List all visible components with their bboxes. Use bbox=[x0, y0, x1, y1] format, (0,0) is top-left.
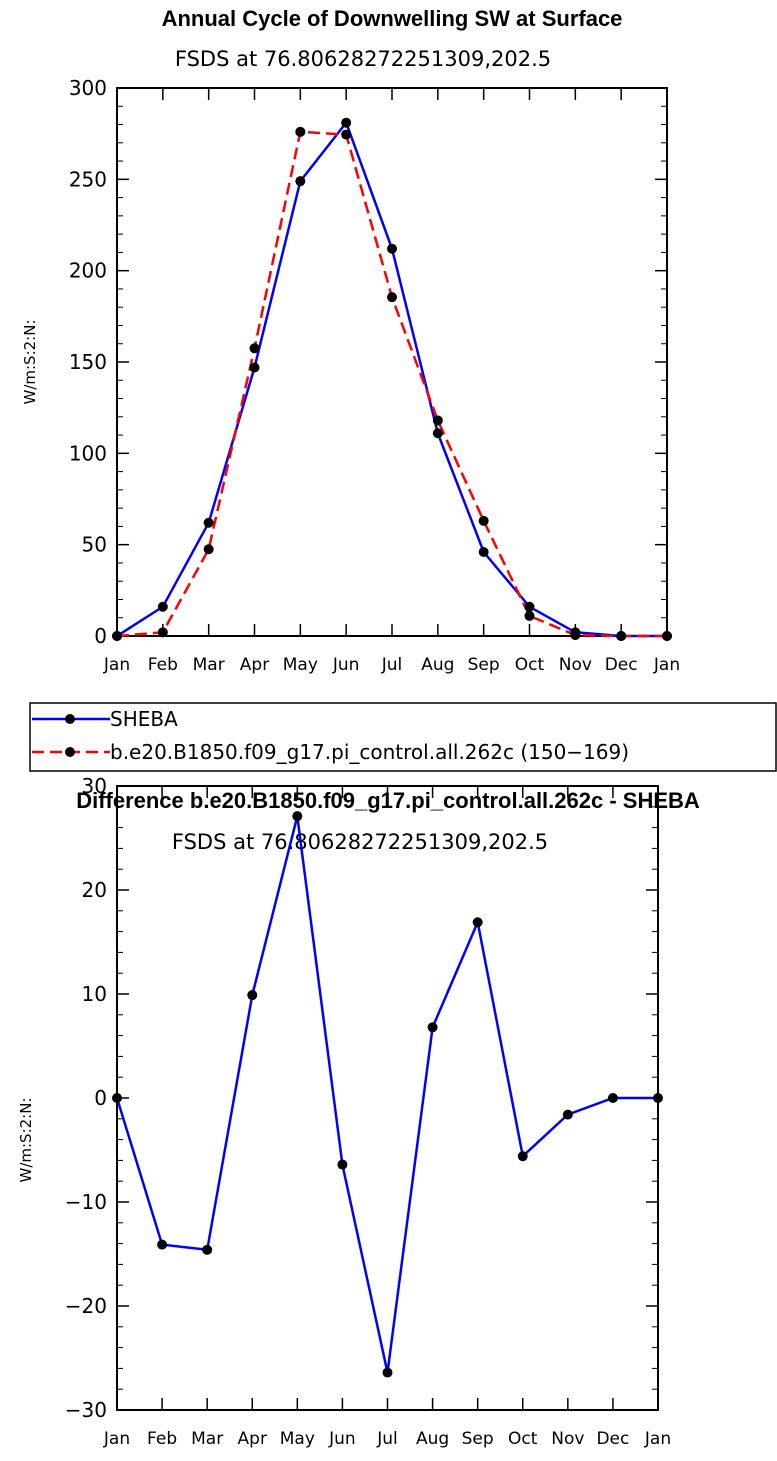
series-1-point bbox=[387, 292, 397, 303]
difference-chart: Difference b.e20.B1850.f09_g17.pi_contro… bbox=[17, 774, 700, 1449]
series-0-point bbox=[157, 601, 168, 612]
y-tick-label: −30 bbox=[65, 1398, 107, 1422]
x-tick-label: Aug bbox=[421, 655, 454, 675]
difference-ylabel: W/m:S:2:N: bbox=[17, 1098, 35, 1183]
series-1-point bbox=[570, 630, 581, 641]
x-tick-label: Jun bbox=[332, 655, 360, 675]
series-0-point bbox=[478, 546, 489, 557]
y-tick-label: 20 bbox=[82, 878, 107, 902]
x-tick-label: Mar bbox=[191, 1429, 223, 1449]
y-tick-label: 150 bbox=[69, 350, 107, 374]
series-line-1 bbox=[116, 130, 667, 638]
series-0-point bbox=[382, 1367, 393, 1378]
series-0-point bbox=[247, 990, 258, 1001]
series-0-point bbox=[202, 1244, 213, 1255]
legend: SHEBA b.e20.B1850.f09_g17.pi_control.all… bbox=[29, 702, 777, 772]
y-tick-label: 200 bbox=[69, 259, 107, 283]
x-tick-label: Aug bbox=[416, 1429, 449, 1449]
x-tick-label: Nov bbox=[551, 1429, 584, 1449]
series-0-point bbox=[432, 428, 443, 439]
x-tick-label: Jan bbox=[103, 655, 130, 675]
y-tick-label: 0 bbox=[94, 624, 107, 648]
series-0-point bbox=[157, 1239, 168, 1250]
annual-cycle-chart: Annual Cycle of Downwelling SW at Surfac… bbox=[21, 6, 680, 675]
series-0-point bbox=[472, 917, 483, 928]
series-1-point bbox=[112, 631, 122, 641]
y-tick-label: 300 bbox=[69, 76, 107, 100]
series-0-point bbox=[341, 117, 352, 128]
y-tick-label: −10 bbox=[65, 1190, 107, 1214]
y-tick-label: 50 bbox=[82, 533, 107, 557]
x-tick-label: Mar bbox=[193, 655, 225, 675]
difference-plot: −30 −20 −10 0 10 20 30 Jan Feb Mar Apr May Jun Jul Aug… bbox=[65, 774, 671, 1449]
series-1-point bbox=[432, 415, 443, 426]
x-tick-label: Jan bbox=[644, 1429, 671, 1449]
x-tick-label: Sep bbox=[462, 1429, 494, 1449]
series-1-point bbox=[662, 631, 672, 641]
x-tick-label: Jan bbox=[653, 655, 680, 675]
series-0-point bbox=[292, 811, 303, 822]
x-tick-label: Dec bbox=[605, 655, 638, 675]
series-0-point bbox=[203, 517, 214, 528]
legend-entry-model: b.e20.B1850.f09_g17.pi_control.all.262c … bbox=[32, 740, 629, 764]
annual-cycle-subtitle: FSDS at 76.80628272251309,202.5 bbox=[175, 47, 551, 71]
series-0-point bbox=[295, 176, 306, 187]
legend-label-sheba: SHEBA bbox=[110, 707, 178, 731]
series-line-0 bbox=[116, 120, 667, 638]
series-1-point bbox=[157, 627, 168, 638]
x-tick-label: May bbox=[280, 1429, 315, 1449]
x-tick-label: Apr bbox=[238, 1429, 267, 1449]
series-0-point bbox=[249, 362, 260, 373]
series-0-point bbox=[427, 1022, 438, 1033]
annual-cycle-plot: 0 50 100 150 200 250 300 Jan Feb Mar Apr May Jun Jul A… bbox=[69, 76, 680, 675]
y-tick-label: 30 bbox=[82, 774, 107, 798]
series-0-point bbox=[517, 1151, 528, 1162]
series-0-point bbox=[387, 243, 397, 254]
series-0-point bbox=[112, 1093, 122, 1103]
plot-frame bbox=[116, 785, 659, 1411]
y-tick-label: 10 bbox=[82, 982, 107, 1006]
x-tick-label: Feb bbox=[148, 655, 178, 675]
series-0-point bbox=[562, 1109, 573, 1120]
series-1-point bbox=[341, 129, 352, 140]
series-1-point bbox=[524, 610, 535, 621]
series-0-point bbox=[524, 601, 535, 612]
x-tick-label: Oct bbox=[515, 655, 545, 675]
y-tick-label: −20 bbox=[65, 1294, 107, 1318]
x-tick-label: Sep bbox=[468, 655, 500, 675]
x-tick-label: Jun bbox=[328, 1429, 356, 1449]
series-1-point bbox=[249, 343, 260, 354]
annual-cycle-title: Annual Cycle of Downwelling SW at Surfac… bbox=[162, 6, 623, 31]
x-tick-label: Jul bbox=[376, 1429, 398, 1449]
plot-frame bbox=[116, 87, 668, 637]
series-1-point bbox=[295, 126, 306, 137]
y-tick-label: 250 bbox=[69, 167, 107, 191]
legend-box bbox=[29, 702, 777, 772]
x-tick-label: Jan bbox=[103, 1429, 130, 1449]
series-0-point bbox=[607, 1093, 618, 1103]
x-tick-label: Feb bbox=[147, 1429, 177, 1449]
x-tick-label: May bbox=[283, 655, 318, 675]
series-1-point bbox=[478, 515, 489, 526]
series-1-point bbox=[203, 544, 214, 555]
y-tick-label: 0 bbox=[94, 1086, 107, 1110]
x-tick-label: Jul bbox=[381, 655, 403, 675]
x-tick-label: Dec bbox=[596, 1429, 629, 1449]
series-0-point bbox=[337, 1159, 348, 1170]
series-1-point bbox=[616, 631, 627, 641]
x-tick-label: Nov bbox=[559, 655, 592, 675]
x-tick-label: Apr bbox=[240, 655, 269, 675]
annual-cycle-ylabel: W/m:S:2:N: bbox=[21, 320, 39, 405]
legend-label-model: b.e20.B1850.f09_g17.pi_control.all.262c … bbox=[110, 740, 629, 764]
legend-marker-sheba bbox=[65, 714, 75, 724]
legend-entry-sheba: SHEBA bbox=[32, 707, 178, 731]
series-0-point bbox=[653, 1093, 663, 1103]
legend-marker-model bbox=[65, 747, 75, 757]
x-tick-label: Oct bbox=[508, 1429, 538, 1449]
difference-subtitle: FSDS at 76.80628272251309,202.5 bbox=[172, 830, 548, 854]
y-tick-label: 100 bbox=[69, 441, 107, 465]
series-line-0 bbox=[115, 815, 658, 1373]
